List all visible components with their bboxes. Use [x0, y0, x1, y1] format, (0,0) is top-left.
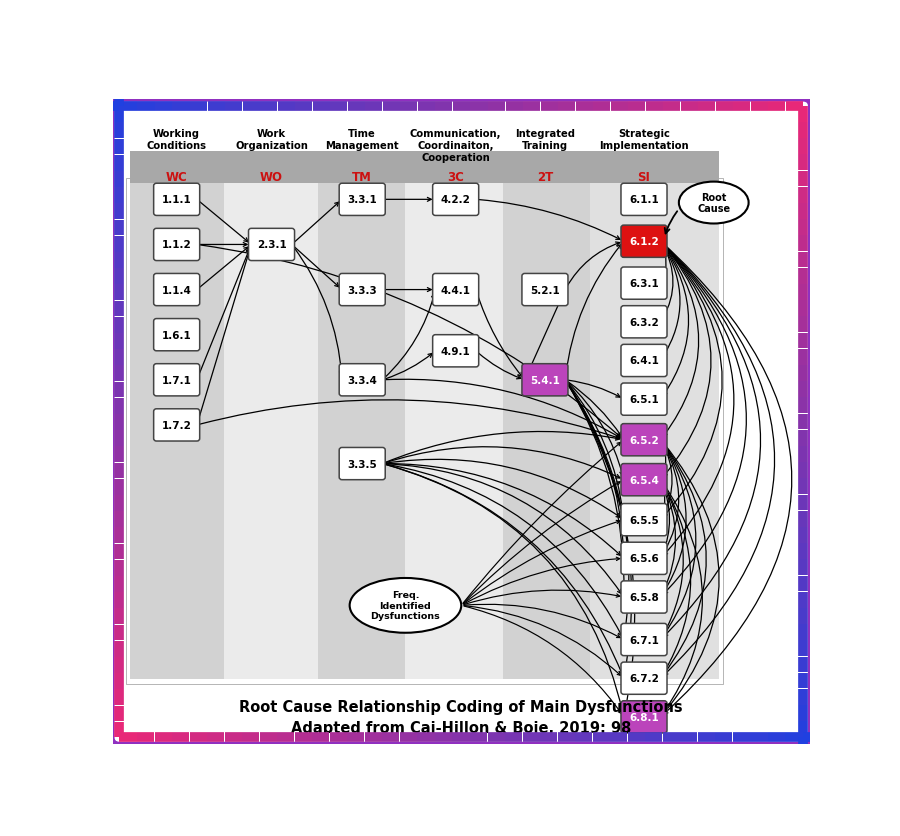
FancyBboxPatch shape — [522, 364, 568, 396]
FancyBboxPatch shape — [154, 364, 200, 396]
Text: Working
Conditions: Working Conditions — [147, 130, 207, 150]
FancyBboxPatch shape — [154, 410, 200, 441]
Text: 6.7.1: 6.7.1 — [629, 635, 659, 645]
Text: 5.4.1: 5.4.1 — [530, 375, 560, 385]
FancyBboxPatch shape — [621, 464, 667, 497]
FancyBboxPatch shape — [433, 274, 479, 306]
Bar — [405, 181, 503, 680]
FancyBboxPatch shape — [621, 624, 667, 656]
FancyBboxPatch shape — [621, 424, 667, 456]
Text: 4.4.1: 4.4.1 — [441, 285, 471, 295]
Bar — [130, 181, 224, 680]
FancyBboxPatch shape — [621, 268, 667, 300]
FancyBboxPatch shape — [621, 226, 667, 258]
Text: 4.9.1: 4.9.1 — [441, 346, 471, 356]
FancyBboxPatch shape — [433, 184, 479, 217]
FancyBboxPatch shape — [621, 701, 667, 733]
FancyBboxPatch shape — [339, 274, 385, 306]
FancyBboxPatch shape — [621, 384, 667, 415]
Bar — [224, 181, 319, 680]
Text: 6.5.1: 6.5.1 — [629, 395, 659, 405]
FancyBboxPatch shape — [154, 184, 200, 217]
Text: 1.1.4: 1.1.4 — [162, 285, 192, 295]
Ellipse shape — [679, 182, 749, 224]
Text: WC: WC — [166, 171, 187, 183]
Text: 1.7.1: 1.7.1 — [162, 375, 192, 385]
Text: 3C: 3C — [447, 171, 464, 183]
Text: WO: WO — [260, 171, 283, 183]
Bar — [319, 181, 405, 680]
FancyBboxPatch shape — [621, 184, 667, 217]
Text: 6.7.2: 6.7.2 — [629, 673, 659, 683]
FancyBboxPatch shape — [433, 335, 479, 368]
Text: 2T: 2T — [536, 171, 554, 183]
Text: 6.4.1: 6.4.1 — [629, 356, 659, 366]
FancyBboxPatch shape — [621, 306, 667, 339]
FancyBboxPatch shape — [248, 229, 294, 261]
FancyBboxPatch shape — [621, 345, 667, 377]
Text: 1.1.2: 1.1.2 — [162, 240, 192, 250]
FancyBboxPatch shape — [154, 274, 200, 306]
Bar — [590, 181, 719, 680]
Text: 5.2.1: 5.2.1 — [530, 285, 560, 295]
Text: 6.3.1: 6.3.1 — [629, 278, 659, 288]
FancyBboxPatch shape — [339, 448, 385, 480]
FancyBboxPatch shape — [154, 319, 200, 351]
Text: Adapted from Cai-Hillon & Boje, 2019: 98: Adapted from Cai-Hillon & Boje, 2019: 98 — [291, 720, 632, 735]
Ellipse shape — [349, 579, 461, 633]
Text: 6.1.2: 6.1.2 — [629, 237, 659, 247]
Text: 1.6.1: 1.6.1 — [162, 330, 192, 340]
FancyBboxPatch shape — [621, 543, 667, 574]
Text: Strategic
Implementation: Strategic Implementation — [599, 130, 688, 150]
FancyBboxPatch shape — [339, 364, 385, 396]
Text: 1.1.1: 1.1.1 — [162, 195, 192, 205]
Text: Work
Organization: Work Organization — [235, 130, 308, 150]
Text: 3.3.5: 3.3.5 — [347, 459, 377, 469]
FancyBboxPatch shape — [621, 662, 667, 695]
Text: 6.1.1: 6.1.1 — [629, 195, 659, 205]
Text: 6.5.4: 6.5.4 — [629, 475, 659, 485]
Text: Freq.
Identified
Dysfunctions: Freq. Identified Dysfunctions — [371, 591, 440, 620]
Text: TM: TM — [352, 171, 372, 183]
Text: Root
Cause: Root Cause — [698, 192, 730, 214]
Text: Time
Management: Time Management — [326, 130, 399, 150]
Text: 4.2.2: 4.2.2 — [441, 195, 471, 205]
Text: Communication,
Coordinaiton,
Cooperation: Communication, Coordinaiton, Cooperation — [410, 130, 501, 162]
FancyBboxPatch shape — [339, 184, 385, 217]
Text: 3.3.3: 3.3.3 — [347, 285, 377, 295]
Bar — [130, 152, 719, 184]
FancyBboxPatch shape — [621, 504, 667, 536]
Text: 6.3.2: 6.3.2 — [629, 318, 659, 328]
Text: 1.7.2: 1.7.2 — [162, 421, 192, 431]
Text: SI: SI — [637, 171, 651, 183]
FancyBboxPatch shape — [111, 99, 812, 746]
FancyBboxPatch shape — [522, 274, 568, 306]
Text: Root Cause Relationship Coding of Main Dysfunctions: Root Cause Relationship Coding of Main D… — [239, 699, 683, 714]
Text: Integrated
Training: Integrated Training — [515, 130, 575, 150]
Text: 6.5.8: 6.5.8 — [629, 592, 659, 602]
Text: 6.5.6: 6.5.6 — [629, 553, 659, 563]
Text: 6.8.1: 6.8.1 — [629, 712, 659, 722]
Text: 3.3.1: 3.3.1 — [347, 195, 377, 205]
Bar — [126, 179, 723, 684]
Text: 2.3.1: 2.3.1 — [256, 240, 286, 250]
Text: 3.3.4: 3.3.4 — [347, 375, 377, 385]
FancyBboxPatch shape — [621, 581, 667, 614]
Bar — [503, 181, 590, 680]
FancyBboxPatch shape — [154, 229, 200, 261]
Text: 6.5.2: 6.5.2 — [629, 436, 659, 446]
Text: 6.5.5: 6.5.5 — [629, 515, 659, 525]
